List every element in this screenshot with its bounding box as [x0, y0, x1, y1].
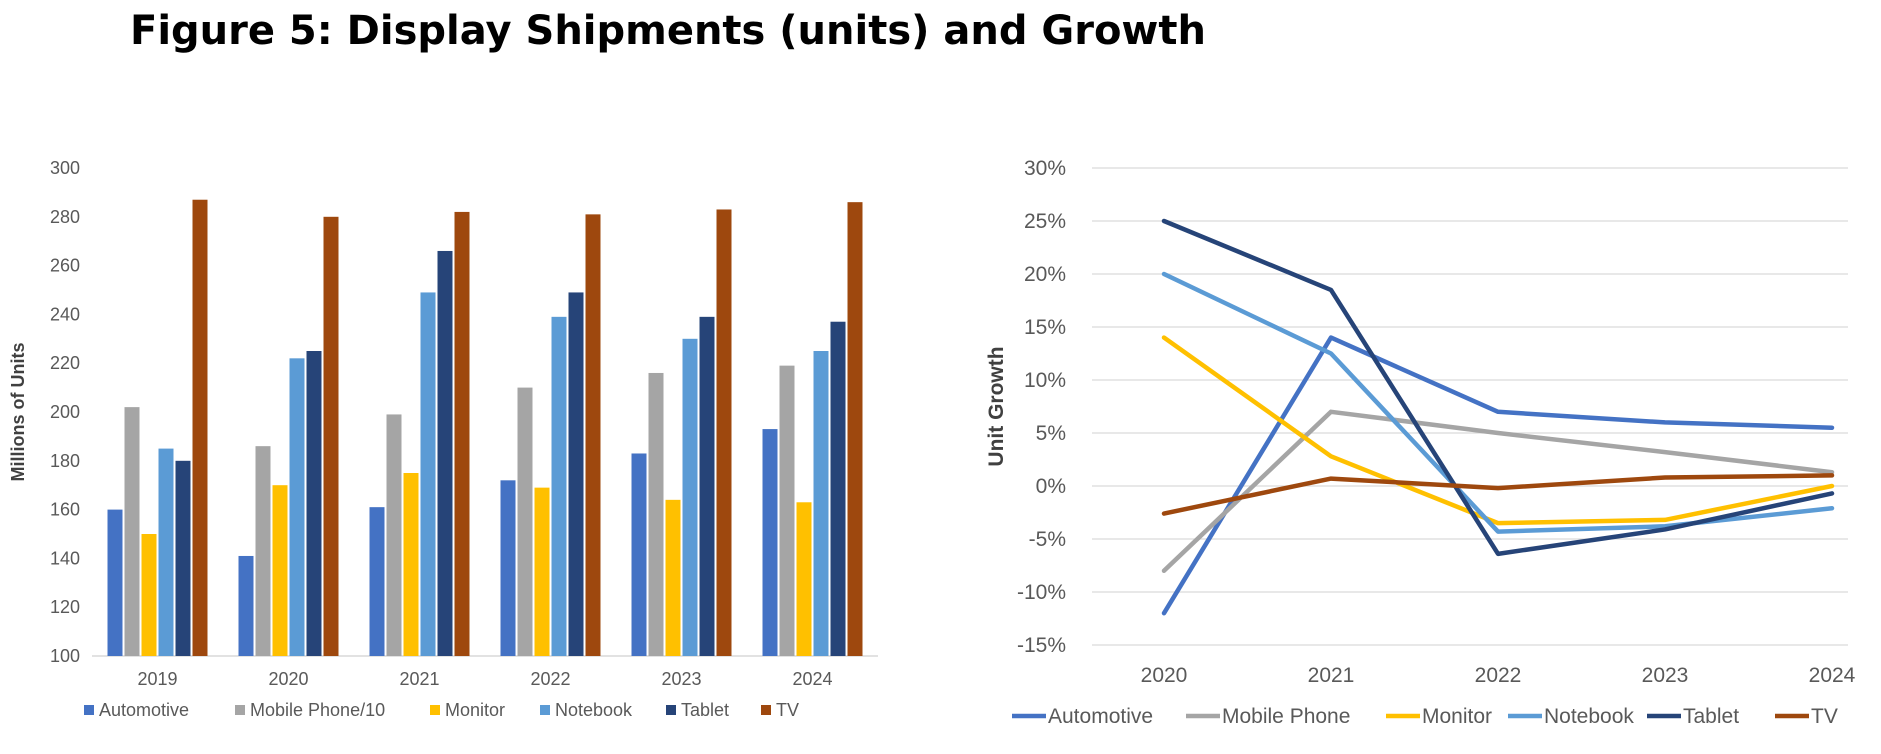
x-tick-label: 2022 — [1475, 664, 1522, 687]
bar-monitor-2019 — [141, 534, 157, 656]
legend-label: TV — [1811, 705, 1838, 728]
series-line-mobile-phone — [1161, 409, 1835, 574]
bar-tv-2023 — [716, 209, 732, 657]
bar-notebook-2022 — [551, 316, 567, 656]
y-tick-label: 180 — [50, 451, 80, 471]
legend-swatch — [761, 705, 771, 715]
x-tick-label: 2023 — [1642, 664, 1689, 687]
bar-tv-2024 — [847, 202, 863, 656]
series-line-tablet — [1161, 218, 1835, 557]
bar-tv-2020 — [323, 216, 339, 657]
legend-swatch — [235, 705, 245, 715]
bar-tv-2022 — [585, 214, 601, 657]
legend-label: Notebook — [555, 700, 633, 720]
x-tick-label: 2021 — [399, 669, 439, 689]
bar-automotive-2022 — [500, 480, 516, 656]
bar-automotive-2023 — [631, 453, 647, 656]
bar-mobile-phone-10-2019 — [124, 407, 140, 656]
bar-mobile-phone-10-2021 — [386, 414, 402, 656]
y-tick-label: 120 — [50, 597, 80, 617]
y-tick-label: 0% — [1036, 475, 1066, 498]
bar-monitor-2023 — [665, 499, 681, 656]
bar-monitor-2021 — [403, 473, 419, 656]
x-tick-label: 2024 — [792, 669, 832, 689]
series-line-monitor — [1161, 335, 1835, 526]
y-tick-label: 5% — [1036, 422, 1066, 445]
x-tick-label: 2022 — [530, 669, 570, 689]
legend-label: Automotive — [1048, 705, 1153, 728]
y-tick-label: 280 — [50, 207, 80, 227]
bar-tablet-2023 — [699, 316, 715, 656]
bar-mobile-phone-10-2020 — [255, 446, 271, 656]
bar-automotive-2021 — [369, 507, 385, 656]
legend-label: Mobile Phone/10 — [250, 700, 385, 720]
y-tick-label: 240 — [50, 304, 80, 324]
bar-notebook-2024 — [813, 351, 829, 656]
bar-notebook-2023 — [682, 338, 698, 656]
bar-notebook-2019 — [158, 448, 174, 656]
y-tick-label: 100 — [50, 646, 80, 666]
bar-automotive-2024 — [762, 429, 778, 656]
bar-monitor-2020 — [272, 485, 288, 656]
y-tick-label: 160 — [50, 500, 80, 520]
bar-mobile-phone-10-2023 — [648, 372, 664, 656]
y-tick-label: 140 — [50, 548, 80, 568]
legend-swatch — [540, 705, 550, 715]
bar-mobile-phone-10-2024 — [779, 365, 795, 656]
legend-swatch — [666, 705, 676, 715]
bar-notebook-2021 — [420, 292, 436, 656]
legend-label: Mobile Phone — [1222, 705, 1350, 728]
bar-automotive-2019 — [107, 509, 123, 656]
legend-label: Notebook — [1544, 705, 1634, 728]
y-tick-label: 300 — [50, 158, 80, 178]
y-tick-label: -10% — [1017, 581, 1066, 604]
bar-tablet-2019 — [175, 460, 191, 656]
bar-monitor-2022 — [534, 487, 550, 656]
bar-automotive-2020 — [238, 555, 254, 656]
y-tick-label: 10% — [1024, 369, 1066, 392]
bar-tv-2019 — [192, 199, 208, 656]
y-tick-label: 260 — [50, 256, 80, 276]
x-tick-label: 2020 — [1141, 664, 1188, 687]
y-tick-label: 30% — [1024, 157, 1066, 180]
bar-tablet-2024 — [830, 321, 846, 656]
y-axis-label: Millions of Units — [8, 343, 28, 482]
bar-tablet-2021 — [437, 250, 453, 656]
legend-label: Monitor — [445, 700, 505, 720]
x-tick-label: 2023 — [661, 669, 701, 689]
series-line-tv — [1161, 473, 1835, 516]
series-line-automotive — [1161, 335, 1835, 616]
x-tick-label: 2019 — [137, 669, 177, 689]
y-axis-label: Unit Growth — [985, 346, 1008, 466]
figure-title: Figure 5: Display Shipments (units) and … — [130, 8, 1206, 54]
bar-tablet-2022 — [568, 292, 584, 656]
legend-label: Tablet — [1683, 705, 1739, 728]
legend-swatch — [84, 705, 94, 715]
legend-swatch — [430, 705, 440, 715]
y-tick-label: -15% — [1017, 634, 1066, 657]
legend-label: Monitor — [1422, 705, 1492, 728]
legend-label: Automotive — [99, 700, 189, 720]
bar-monitor-2024 — [796, 502, 812, 656]
y-tick-label: -5% — [1029, 528, 1066, 551]
x-tick-label: 2021 — [1308, 664, 1355, 687]
y-tick-label: 25% — [1024, 210, 1066, 233]
y-tick-label: 220 — [50, 353, 80, 373]
bar-mobile-phone-10-2022 — [517, 387, 533, 656]
y-tick-label: 15% — [1024, 316, 1066, 339]
y-tick-label: 20% — [1024, 263, 1066, 286]
series-line-notebook — [1161, 271, 1835, 534]
bar-tablet-2020 — [306, 351, 322, 656]
x-tick-label: 2020 — [268, 669, 308, 689]
x-tick-label: 2024 — [1809, 664, 1856, 687]
bar-tv-2021 — [454, 211, 470, 657]
bar-chart: 100 120 140 160 180 200 220 240 260 280 300 Million… — [8, 158, 878, 720]
legend-label: Tablet — [681, 700, 729, 720]
y-tick-label: 200 — [50, 402, 80, 422]
legend-label: TV — [776, 700, 799, 720]
bar-notebook-2020 — [289, 358, 305, 656]
